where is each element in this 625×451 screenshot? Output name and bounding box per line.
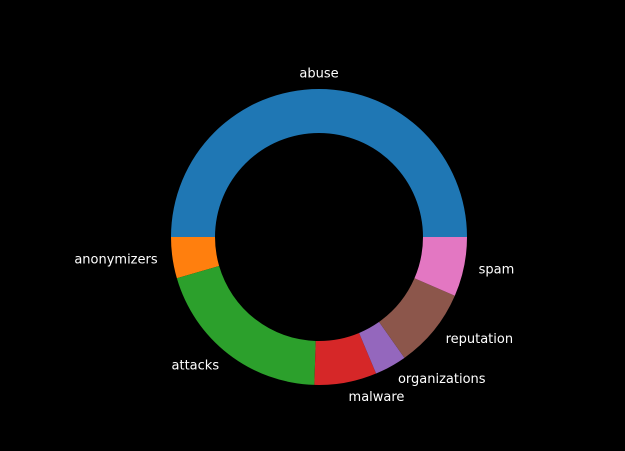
slice-abuse bbox=[171, 89, 467, 237]
slice-spam bbox=[414, 237, 467, 296]
label-anonymizers: anonymizers bbox=[74, 252, 158, 267]
slice-attacks bbox=[176, 266, 316, 385]
label-abuse: abuse bbox=[299, 67, 338, 82]
label-reputation: reputation bbox=[446, 332, 514, 347]
slice-labels: abuse anonymizers attacks malware organizati… bbox=[74, 67, 514, 405]
label-malware: malware bbox=[349, 390, 405, 405]
donut-slices bbox=[171, 89, 467, 385]
slice-organizations bbox=[359, 321, 405, 374]
slice-anonymizers bbox=[171, 237, 220, 279]
slice-reputation bbox=[379, 278, 455, 358]
label-organizations: organizations bbox=[398, 372, 486, 387]
label-spam: spam bbox=[479, 263, 515, 278]
label-attacks: attacks bbox=[172, 358, 220, 373]
slice-malware bbox=[314, 332, 377, 385]
